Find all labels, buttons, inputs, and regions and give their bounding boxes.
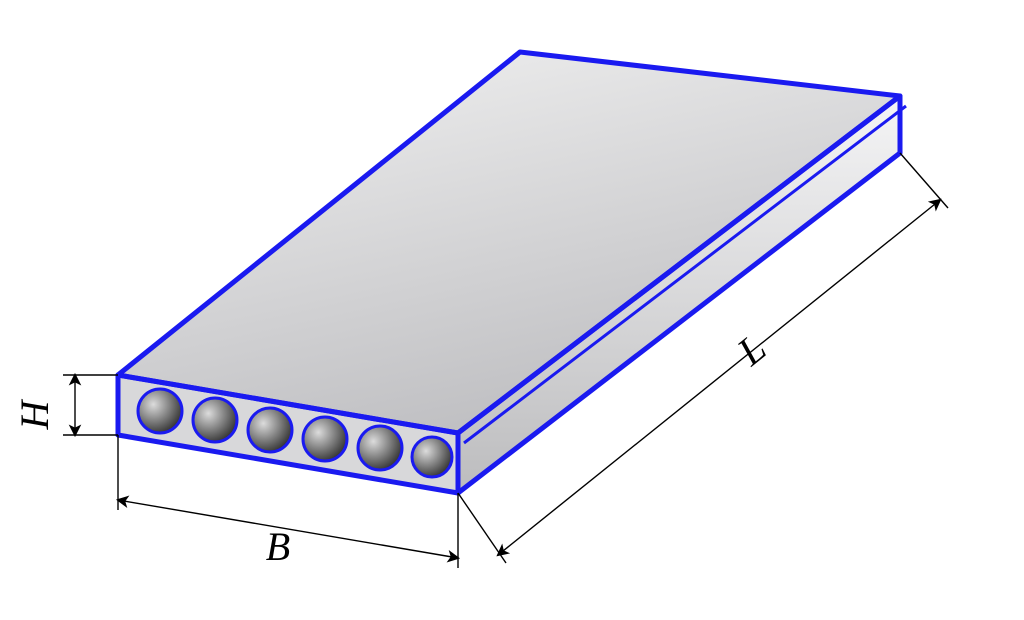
core-hole-2 [193, 398, 237, 442]
dimension-label-l: L [728, 325, 774, 375]
core-hole-1 [138, 389, 182, 433]
core-hole-4 [303, 417, 347, 461]
hollow-core-slab-diagram: H B L [0, 0, 1024, 620]
core-hole-6 [412, 437, 452, 477]
core-hole-5 [358, 426, 402, 470]
dimension-label-b: B [266, 524, 290, 569]
core-hole-3 [248, 408, 292, 452]
dimension-label-h: H [12, 398, 57, 430]
